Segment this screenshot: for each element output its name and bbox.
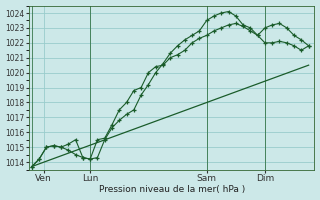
- X-axis label: Pression niveau de la mer( hPa ): Pression niveau de la mer( hPa ): [99, 185, 245, 194]
